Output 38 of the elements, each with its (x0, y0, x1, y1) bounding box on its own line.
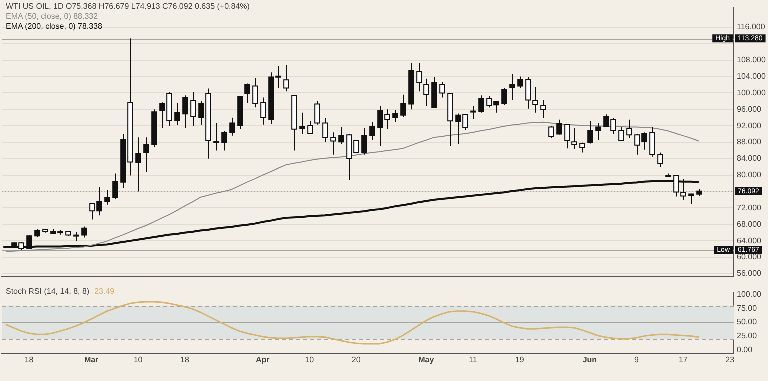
x-tick-label: 19 (515, 355, 525, 364)
y-tick-label: 72.000 (737, 203, 762, 212)
y-tick-label: 108.000 (737, 56, 766, 65)
x-tick-label: 20 (352, 355, 362, 364)
y-tick-label: 75.00 (737, 304, 758, 313)
x-tick-label: Jun (582, 355, 598, 364)
y-tick-label: 0.00 (737, 345, 754, 354)
x-tick-label: 10 (305, 355, 315, 364)
y-tick-label: 96.000 (737, 104, 762, 114)
y-tick-label: 88.000 (737, 138, 762, 147)
x-tick-label: 10 (134, 355, 144, 364)
y-tick-label: 68.000 (737, 220, 762, 229)
chart-title: Stoch RSI (14, 14, 8, 8) (6, 287, 90, 296)
y-tick-label: 64.000 (737, 236, 762, 246)
y-tick-label: 116.000 (737, 22, 766, 32)
y-tick-label: 56.000 (737, 269, 762, 278)
y-tick-label: 100.000 (737, 88, 766, 98)
text: EMA (50, close, 0) 88.332 (6, 12, 100, 22)
y-tick-label: 25.00 (737, 332, 758, 340)
x-tick-label: 9 (634, 355, 640, 364)
text: EMA (200, close, 0) 78.338 (6, 22, 104, 32)
x-tick-label: May (418, 355, 435, 364)
y-tick-label: 60.000 (737, 252, 762, 262)
y-tick-label: 84.000 (737, 154, 762, 164)
y-tick-label: 80.000 (737, 170, 762, 180)
x-tick-label: Mar (84, 355, 99, 364)
y-tick-label: 92.000 (737, 121, 762, 130)
annotation: 23.49 (94, 287, 115, 296)
x-tick-label: 18 (180, 355, 190, 364)
y-tick-label: 104.000 (737, 72, 766, 81)
x-tick-label: 17 (678, 355, 688, 364)
x-tick-label: 11 (468, 355, 478, 364)
x-tick-label: Apr (256, 355, 270, 364)
x-tick-label: 23 (726, 355, 736, 364)
x-tick-label: 18 (24, 355, 34, 364)
chart-title: WTI US OIL, 1D O75.368 H76.679 L74.913 C76.092 0.635 (+0.84%) (6, 2, 250, 11)
y-tick-label: 100.00 (737, 290, 762, 299)
y-tick-label: 50.00 (737, 318, 758, 327)
